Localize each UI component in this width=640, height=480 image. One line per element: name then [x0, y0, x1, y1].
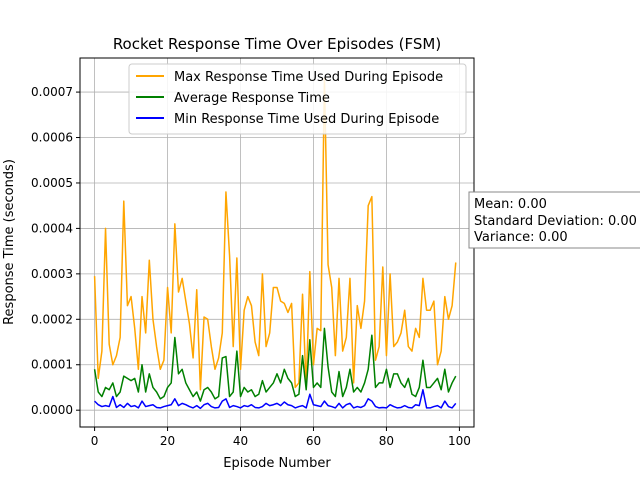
stats-std-dev: Standard Deviation: 0.00 — [474, 214, 637, 229]
y-axis-ticks: 0.0000 0.0001 0.0002 0.0003 0.0004 0.0005 0.00… — [31, 85, 80, 417]
y-tick-label: 0.0007 — [31, 85, 73, 99]
y-tick-label: 0.0006 — [31, 131, 73, 145]
stats-box: Mean: 0.00 Standard Deviation: 0.00 Vari… — [468, 191, 640, 249]
legend-frame — [128, 63, 467, 135]
series-average-response-line — [93, 327, 457, 402]
legend-label-average: Average Response Time — [174, 91, 330, 106]
x-tick-label: 60 — [306, 434, 321, 448]
stats-box-frame — [468, 191, 640, 249]
x-tick-label: 0 — [91, 434, 99, 448]
series-max-response-line — [93, 77, 457, 391]
x-axis-ticks: 0 20 40 60 80 100 — [91, 427, 471, 448]
chart-title: Rocket Response Time Over Episodes (FSM) — [113, 35, 441, 53]
x-tick-label: 80 — [379, 434, 394, 448]
y-tick-label: 0.0004 — [31, 221, 73, 235]
stats-variance: Variance: 0.00 — [474, 230, 568, 245]
legend-label-min: Min Response Time Used During Episode — [174, 112, 439, 127]
y-tick-label: 0.0000 — [31, 403, 73, 417]
y-tick-label: 0.0001 — [31, 358, 73, 372]
legend: Max Response Time Used During Episode Av… — [128, 63, 467, 135]
y-tick-label: 0.0005 — [31, 176, 73, 190]
y-axis-label: Response Time (seconds) — [2, 159, 17, 325]
stats-mean: Mean: 0.00 — [474, 197, 547, 212]
y-tick-label: 0.0002 — [31, 312, 73, 326]
x-tick-label: 20 — [160, 434, 175, 448]
y-tick-label: 0.0003 — [31, 267, 73, 281]
series-min-response-line — [94, 388, 457, 410]
x-tick-label: 40 — [233, 434, 248, 448]
x-axis-label: Episode Number — [223, 456, 331, 471]
legend-label-max: Max Response Time Used During Episode — [174, 70, 443, 85]
x-tick-label: 100 — [448, 434, 471, 448]
series-layer — [93, 77, 457, 410]
